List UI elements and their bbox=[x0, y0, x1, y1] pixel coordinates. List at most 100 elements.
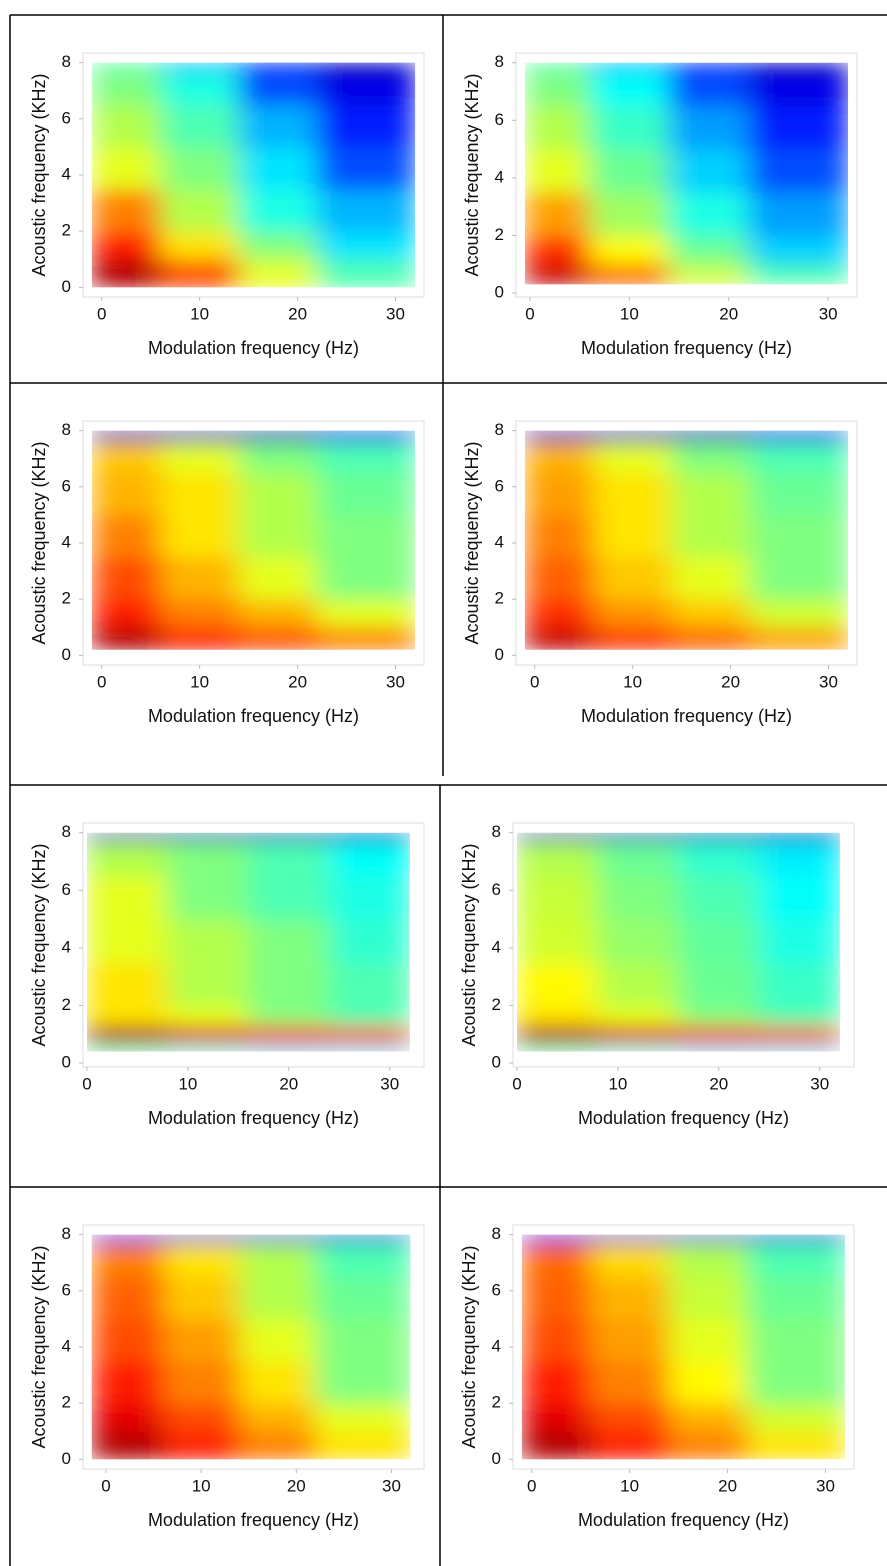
x-tick-label: 20 bbox=[288, 672, 307, 691]
heatmap-cell bbox=[517, 1025, 599, 1044]
heatmap-cell bbox=[91, 599, 161, 628]
heatmap-cell bbox=[521, 1403, 591, 1432]
heatmap-cell bbox=[590, 1318, 670, 1362]
x-axis-title: Modulation frequency (Hz) bbox=[578, 1510, 789, 1530]
heatmap-cell bbox=[521, 1234, 591, 1244]
heatmap-cell bbox=[593, 557, 673, 600]
heatmap-cell bbox=[524, 264, 591, 285]
heatmap-cell bbox=[668, 1243, 748, 1278]
y-tick-label: 8 bbox=[492, 1224, 501, 1243]
plot-frame bbox=[515, 52, 858, 298]
heatmap-cell bbox=[91, 1403, 164, 1432]
heatmap-cell bbox=[329, 1005, 410, 1027]
heatmap-cell bbox=[597, 841, 679, 877]
heatmap-cell bbox=[238, 599, 318, 628]
y-tick-label: 8 bbox=[62, 52, 71, 71]
heatmap-cell bbox=[91, 627, 161, 650]
heatmap-cell bbox=[759, 1005, 840, 1027]
heatmap-cell bbox=[524, 557, 594, 600]
heatmap-cell bbox=[671, 557, 751, 600]
x-tick-label: 20 bbox=[709, 1074, 728, 1093]
heatmap-cell bbox=[329, 1025, 410, 1044]
x-tick-label: 20 bbox=[721, 672, 740, 691]
heatmap-cell bbox=[593, 627, 673, 650]
heatmap-cell bbox=[239, 1276, 316, 1320]
heatmap-cell bbox=[759, 841, 840, 877]
heatmap-cell bbox=[668, 1361, 748, 1404]
heatmap-cell bbox=[317, 557, 416, 600]
heatmap-area bbox=[91, 1234, 411, 1460]
heatmap-cell bbox=[239, 1403, 316, 1432]
x-tick-label: 0 bbox=[101, 1476, 110, 1495]
y-tick-label: 6 bbox=[62, 476, 71, 495]
x-tick-label: 30 bbox=[810, 1074, 829, 1093]
heatmap-cell bbox=[315, 1276, 411, 1320]
y-tick-label: 6 bbox=[62, 880, 71, 899]
heatmap-cell bbox=[315, 1318, 411, 1362]
heatmap-cell bbox=[748, 105, 849, 150]
heatmap-cell bbox=[329, 875, 410, 920]
x-tick-label: 10 bbox=[190, 304, 209, 323]
heatmap-cell bbox=[759, 1042, 840, 1052]
heatmap-cell bbox=[748, 149, 849, 193]
heatmap-cell bbox=[248, 1005, 330, 1027]
heatmap-cell bbox=[590, 1243, 670, 1278]
heatmap-cell bbox=[329, 962, 410, 1006]
heatmap-cell bbox=[167, 1025, 249, 1044]
heatmap-cell bbox=[589, 264, 670, 285]
heatmap-cell bbox=[759, 919, 840, 963]
heatmap-cell bbox=[87, 962, 169, 1006]
heatmap-cell bbox=[248, 1042, 330, 1052]
heatmap-cell bbox=[589, 192, 670, 236]
heatmap-cell bbox=[597, 1005, 679, 1027]
heatmap-cell bbox=[671, 430, 751, 443]
y-tick-label: 2 bbox=[495, 225, 504, 244]
y-tick-label: 0 bbox=[495, 645, 504, 664]
heatmap-cell bbox=[238, 557, 318, 600]
heatmap-cell bbox=[160, 259, 240, 288]
heatmap-cell bbox=[91, 441, 161, 474]
x-tick-label: 0 bbox=[530, 672, 539, 691]
heatmap-cell bbox=[597, 1025, 679, 1044]
y-tick-label: 8 bbox=[492, 822, 501, 841]
y-tick-label: 2 bbox=[495, 589, 504, 608]
heatmap-cell bbox=[91, 1361, 164, 1404]
heatmap-cell bbox=[317, 104, 416, 148]
x-axis-title: Modulation frequency (Hz) bbox=[148, 1108, 359, 1128]
heatmap-cell bbox=[590, 1361, 670, 1404]
y-tick-label: 8 bbox=[495, 420, 504, 439]
heatmap-cell bbox=[524, 472, 594, 516]
x-tick-label: 10 bbox=[192, 1476, 211, 1495]
y-tick-label: 6 bbox=[62, 1280, 71, 1299]
heatmap-area bbox=[521, 1234, 846, 1460]
y-axis-title: Acoustic frequency (KHz) bbox=[29, 73, 49, 276]
y-tick-label: 6 bbox=[495, 476, 504, 495]
heatmap-cell bbox=[238, 189, 318, 232]
heatmap-cell bbox=[87, 875, 169, 920]
heatmap-cell bbox=[590, 1276, 670, 1320]
x-tick-label: 30 bbox=[382, 1476, 401, 1495]
y-tick-label: 8 bbox=[62, 822, 71, 841]
heatmap-cell bbox=[238, 104, 318, 148]
heatmap-cell bbox=[238, 146, 318, 190]
heatmap-cell bbox=[317, 146, 416, 190]
heatmap-cell bbox=[668, 1276, 748, 1320]
heatmap-cell bbox=[160, 472, 240, 516]
heatmap-cell bbox=[524, 192, 591, 236]
heatmap-cell bbox=[678, 832, 760, 842]
heatmap-cell bbox=[329, 1042, 410, 1052]
heatmap-cell bbox=[87, 841, 169, 877]
x-tick-label: 10 bbox=[178, 1074, 197, 1093]
heatmap-area bbox=[524, 430, 849, 650]
heatmap-cell bbox=[160, 514, 240, 558]
heatmap-cell bbox=[521, 1361, 591, 1404]
heatmap-cell bbox=[524, 514, 594, 558]
heatmap-cell bbox=[597, 919, 679, 963]
y-axis-title: Acoustic frequency (KHz) bbox=[29, 1245, 49, 1448]
heatmap-area bbox=[517, 832, 840, 1052]
heatmap-cell bbox=[238, 514, 318, 558]
heatmap-cells bbox=[524, 430, 849, 650]
heatmap-cell bbox=[91, 1276, 164, 1320]
heatmap-cell bbox=[248, 832, 330, 842]
